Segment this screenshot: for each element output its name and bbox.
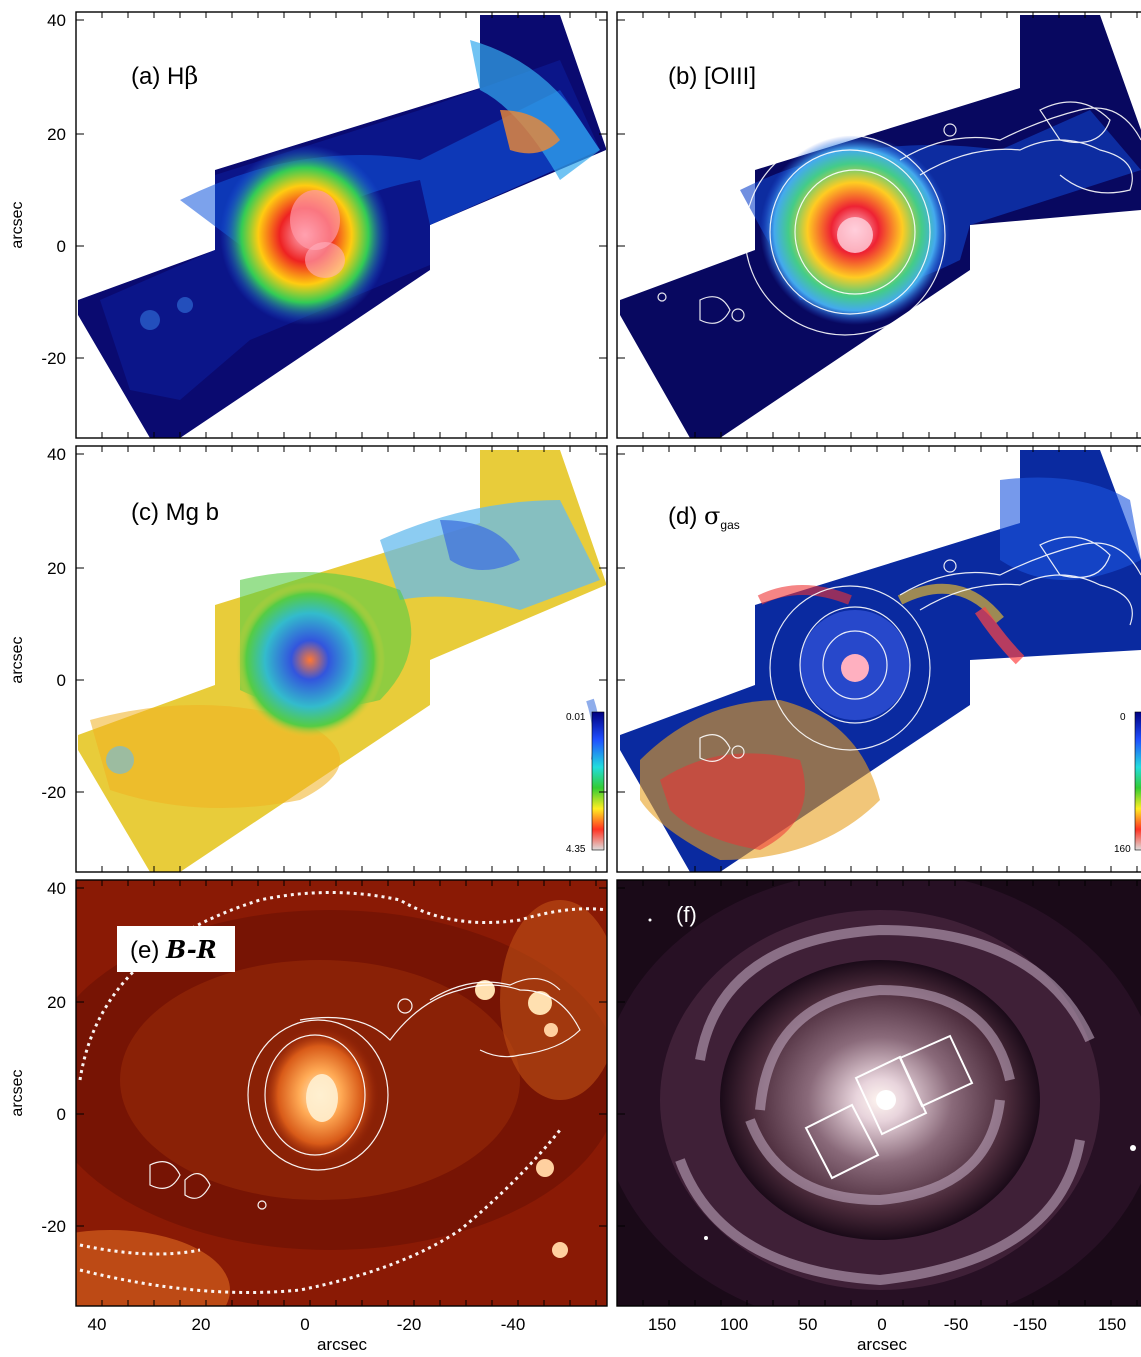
colorbar-c-bottom-label: 4.35 [566,844,586,855]
panel-f-label: (f) [676,902,697,927]
y-tick-label: 20 [47,559,66,578]
colorbar-c-top-label: 0.01 [566,712,586,723]
panel-b-label: (b) [OIII] [668,63,756,90]
x-axis-label-left: arcsec [317,1335,368,1354]
y-tick-label: 0 [57,671,66,690]
colorbar-d-top-label: 0 [1120,712,1126,723]
panel-e-label: (e) B-R [130,935,217,964]
x-tick-label: -150 [1013,1315,1047,1334]
y-axis-label-row3: arcsec [9,1069,26,1116]
x-tick-label: 20 [192,1315,211,1334]
y-tick-label: 20 [47,993,66,1012]
y-tick-label: 40 [47,11,66,30]
x-tick-label: 0 [877,1315,886,1334]
y-axis-label-row2: arcsec [9,636,26,683]
y-tick-label: 0 [57,1105,66,1124]
x-tick-label: -40 [501,1315,526,1334]
y-tick-labels: 40 20 0 -20 40 20 0 -20 40 20 0 -20 [41,11,66,1236]
x-tick-label: -50 [944,1315,969,1334]
panel-a-label: (a) Hβ [131,62,198,90]
x-tick-label: 50 [799,1315,818,1334]
x-tick-label: 0 [300,1315,309,1334]
y-tick-label: 40 [47,445,66,464]
y-tick-label: -20 [41,1217,66,1236]
x-tick-labels: 40 20 0 -20 -40 150 100 50 0 -50 -150 150 [88,1315,1127,1334]
colorbar-d-bottom-label: 160 [1114,844,1131,855]
y-tick-label: -20 [41,349,66,368]
x-tick-label: 150 [1098,1315,1126,1334]
y-tick-label: -20 [41,783,66,802]
y-tick-label: 20 [47,125,66,144]
x-tick-label: 40 [88,1315,107,1334]
panel-c-label: (c) Mg b [131,499,219,526]
x-tick-label: -20 [397,1315,422,1334]
panel-e [0,880,620,1350]
x-tick-label: 100 [720,1315,748,1334]
x-axis-label-right: arcsec [857,1335,908,1354]
x-tick-label: 150 [648,1315,676,1334]
y-tick-label: 40 [47,879,66,898]
y-tick-label: 0 [57,237,66,256]
y-axis-label-row1: arcsec [9,201,26,248]
panel-f [600,870,1141,1330]
